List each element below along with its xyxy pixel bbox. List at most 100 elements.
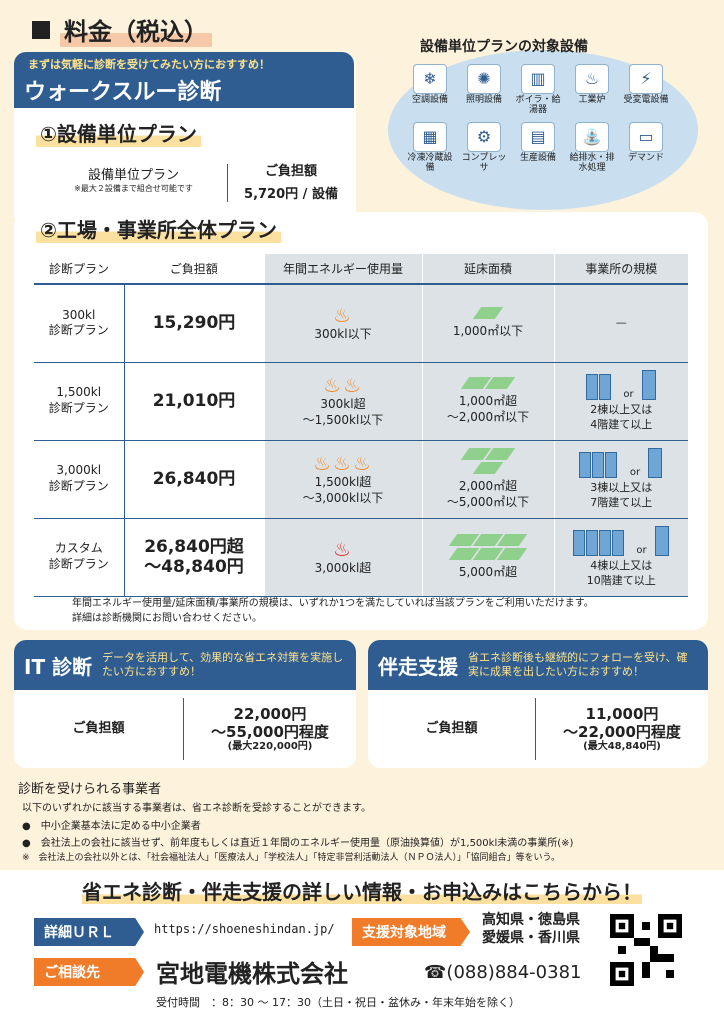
equipment-label: コンプレッサ: [461, 152, 507, 173]
energy-value: 300kl超 ～1,500kl以下: [302, 397, 384, 427]
hours-text: 受付時間 ：8：30 ～ 17：30（土日・祝日・盆休み・年末年始を除く）: [156, 996, 520, 1009]
building-icon: [585, 530, 598, 557]
or-text: or: [623, 388, 634, 400]
plan-name: 300kl 診断プラン: [48, 307, 109, 338]
table-note-1: 年間エネルギー使用量/延床面積/事業所の規模は、いずれか1つを満たしていれば当該…: [72, 598, 594, 609]
building-icon: [572, 530, 585, 557]
equipment-label: 生産設備: [519, 152, 556, 163]
plan-cell: カスタム 診断プラン: [34, 518, 125, 597]
energy-cell: ♨ 3,000kl超: [263, 518, 422, 597]
support-fee-3: (最大48,840円): [583, 741, 661, 752]
equipment-label: 受変電設備: [623, 95, 669, 105]
url-link[interactable]: https://shoeneshindan.jp/: [154, 922, 335, 936]
plan-table: 診断プラン ご負担額 年間エネルギー使用量 延床面積 事業所の規模 300kl 診断プラ…: [34, 254, 688, 597]
scale-cell: —: [553, 284, 688, 363]
scale-cell: or 3棟以上又は 7階建て以上: [553, 440, 688, 519]
scale-value: 4棟以上又は 10階建て以上: [586, 559, 656, 587]
support-fee-label: ご負担額: [368, 698, 536, 760]
fire-icon: ♨: [333, 537, 353, 562]
equipment-label: 工業炉: [578, 95, 606, 105]
equipment-item: ▥ ボイラ・給湯器: [512, 64, 564, 116]
building-icon: [598, 374, 611, 401]
table-row: 300kl 診断プラン 15,290円 ♨ 300kl以下 1,000㎡以下 —: [34, 284, 688, 363]
table-row: カスタム 診断プラン 26,840円超 ～48,840円 ♨ 3,000kl超 5,00…: [34, 518, 688, 597]
plan1-fee: 5,720円 / 設備: [244, 187, 338, 202]
it-fee-3: (最大220,000円): [227, 741, 313, 752]
table-note-2: 詳細は診断機関にお問い合わせください。: [72, 613, 262, 624]
plan-name: カスタム 診断プラン: [48, 541, 109, 571]
it-desc: データを活用して、効果的な省エネ対策を実施したい方におすすめ！: [102, 650, 344, 678]
monitor-icon: ▭: [629, 121, 663, 152]
it-header: IT 診断 データを活用して、効果的な省エネ対策を実施したい方におすすめ！: [14, 640, 356, 690]
support-name: 伴走支援: [378, 654, 458, 679]
table-header: 事業所の規模: [553, 254, 688, 285]
table-row: 1,500kl 診断プラン 21,010円 ♨♨ 300kl超 ～1,500kl以下 1…: [34, 362, 688, 441]
area-cell: 1,000㎡以下: [421, 284, 554, 363]
tall-building-icon: [648, 448, 663, 479]
or-text: or: [629, 466, 641, 478]
plan-name: 1,500kl 診断プラン: [48, 385, 109, 415]
building-icon: [611, 530, 624, 557]
area-text: 高知県・徳島県 愛媛県・香川県: [482, 912, 580, 946]
scale-value: —: [615, 316, 627, 330]
fee-cell: 26,840円超 ～48,840円: [124, 518, 264, 597]
fire-icon: ♨: [333, 451, 353, 476]
equipment-grid: ❄ 空調設備 ✺ 照明設備 ▥ ボイラ・給湯器 ♨ 工業炉 ⚡ 受変電設備 ▦ 冷凍冷蔵設備 ⚙ コンプレ…: [404, 64, 674, 174]
building-icon: [605, 452, 618, 479]
floor-tile-icon: [472, 307, 504, 320]
it-card: IT 診断 データを活用して、効果的な省エネ対策を実施したい方におすすめ！ ご負担…: [14, 640, 356, 768]
furnace-icon: ♨: [575, 64, 609, 94]
footer-headline: 省エネ診断・伴走支援の詳しい情報・お申込みはこちらから！: [82, 880, 642, 904]
energy-value: 3,000kl超: [314, 561, 372, 576]
url-label: 詳細ＵＲＬ: [34, 918, 144, 946]
building-icon: [579, 452, 592, 479]
area-cell: 5,000㎡超: [421, 518, 554, 597]
plan1-name-cell: 設備単位プラン ※最大２設備まで組合せ可能です: [40, 164, 228, 202]
freezer-icon: ▦: [413, 121, 447, 152]
fire-icon: ♨: [343, 373, 363, 398]
fee-cell: 21,010円: [124, 362, 264, 441]
building-icon: [585, 374, 598, 401]
walkthrough-subtitle: まずは気軽に診断を受けてみたい方におすすめ！: [28, 58, 270, 71]
qr-code-icon[interactable]: [610, 914, 682, 986]
fire-icon: ♨: [352, 451, 373, 476]
support-header: 伴走支援 省エネ診断後も継続的にフォローを受け、確実に成果を出したい方におすすめ！: [368, 640, 708, 690]
tall-building-icon: [654, 526, 669, 557]
it-fee-label: ご負担額: [14, 698, 184, 760]
area-value: 1,000㎡超 ～2,000㎡以下: [446, 394, 530, 424]
equipment-item: ⛲ 給排水・排水処理: [566, 121, 618, 174]
plan1-note: ※最大２設備まで組合せ可能です: [74, 184, 193, 193]
it-fee-2: ～55,000円程度: [211, 723, 329, 741]
equipment-item: ⚡ 受変電設備: [620, 64, 672, 116]
fire-icon: ♨: [313, 451, 334, 476]
equipment-label: 冷凍冷蔵設備: [407, 152, 453, 173]
tall-building-icon: [641, 370, 656, 401]
support-desc: 省エネ診断後も継続的にフォローを受け、確実に成果を出したい方におすすめ！: [468, 650, 688, 678]
plan1-fee-cell: ご負担額 5,720円 / 設備: [232, 160, 350, 202]
equipment-title: 設備単位プランの対象設備: [420, 39, 588, 55]
tel-number[interactable]: ☎(088)884-0381: [424, 962, 582, 983]
plan1-fee-label: ご負担額: [264, 164, 317, 179]
eligible-note: ※ 会社法上の会社以外とは、「社会福祉法人」「医療法人」「学校法人」「特定非営利…: [22, 853, 561, 863]
equipment-label: 給排水・排水処理: [569, 152, 615, 173]
plan-cell: 3,000kl 診断プラン: [34, 440, 125, 519]
plan2-title: ②工場・事業所全体プラン: [36, 214, 281, 243]
floor-tile-icon: [472, 462, 504, 475]
equipment-item: ✺ 照明設備: [458, 64, 510, 116]
energy-value: 1,500kl超 ～3,000kl以下: [302, 475, 384, 505]
plan-cell: 1,500kl 診断プラン: [34, 362, 125, 441]
plan-fee: 21,010円: [152, 390, 236, 411]
walkthrough-header: まずは気軽に診断を受けてみたい方におすすめ！ ウォークスルー診断: [14, 52, 354, 108]
equipment-label: 空調設備: [411, 95, 448, 105]
building-icon: [598, 530, 611, 557]
plan-fee: 15,290円: [152, 313, 236, 334]
table-header: ご負担額: [124, 254, 264, 285]
fee-cell: 26,840円: [124, 440, 264, 519]
equipment-item: ⚙ コンプレッサ: [458, 121, 510, 174]
table-row: 3,000kl 診断プラン 26,840円 ♨♨♨ 1,500kl超 ～3,000kl…: [34, 440, 688, 519]
scale-value: 2棟以上又は 4階建て以上: [590, 403, 653, 431]
table-header: 年間エネルギー使用量: [263, 254, 422, 285]
equipment-item: ▤ 生産設備: [512, 121, 564, 174]
equipment-label: 照明設備: [465, 95, 502, 105]
table-header: 診断プラン: [34, 254, 124, 285]
